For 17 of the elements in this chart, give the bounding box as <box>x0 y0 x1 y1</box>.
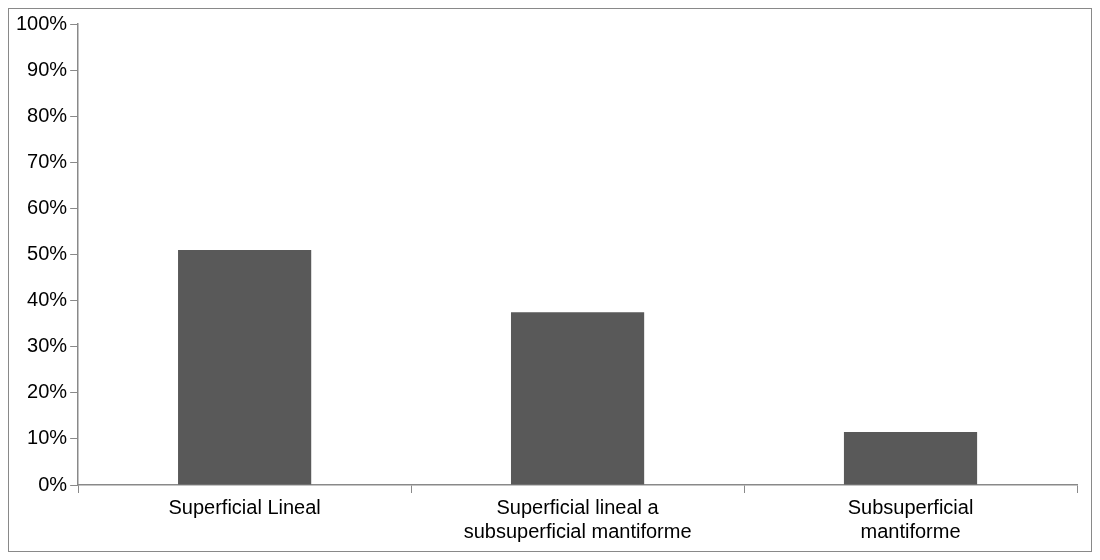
y-tick-label: 100% <box>16 11 68 34</box>
y-tick-label: 30% <box>27 334 68 357</box>
y-tick-label: 90% <box>27 57 68 80</box>
y-tick-label: 40% <box>27 288 68 311</box>
y-tick-label: 20% <box>27 380 68 403</box>
y-tick-label: 0% <box>38 472 68 495</box>
y-tick-label: 50% <box>27 242 68 265</box>
x-tick-label: Superficial lineal a subsuperficial mantiforme <box>463 495 692 542</box>
bar <box>178 249 312 485</box>
bar <box>843 431 978 485</box>
y-tick-label: 80% <box>27 103 68 126</box>
bar <box>510 312 645 485</box>
x-tick-label: Subsuperficial mantiforme <box>847 495 974 542</box>
y-tick-label: 70% <box>27 149 68 172</box>
y-tick-label: 10% <box>27 426 68 449</box>
y-tick-label: 60% <box>27 195 68 218</box>
x-tick-label: Superficial Lineal <box>168 495 321 518</box>
